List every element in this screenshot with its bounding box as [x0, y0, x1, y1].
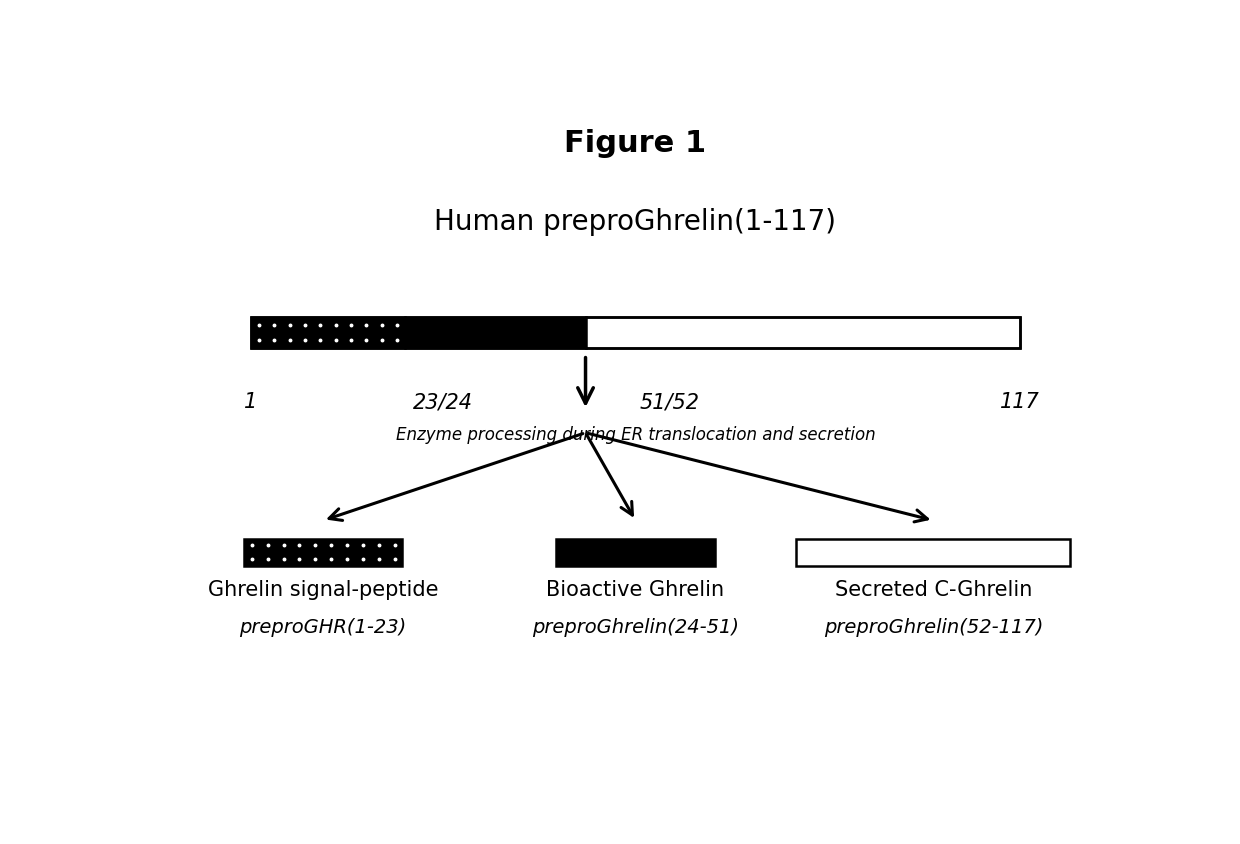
Bar	[244, 538, 403, 566]
Bar	[796, 538, 1070, 566]
Text: 1: 1	[244, 392, 258, 413]
Text: 117: 117	[999, 392, 1040, 413]
Bar	[250, 317, 1021, 349]
Text: Human preproGhrelin(1-117): Human preproGhrelin(1-117)	[434, 208, 837, 235]
Text: preproGhrelin(24-51): preproGhrelin(24-51)	[532, 618, 739, 637]
Text: Enzyme processing during ER translocation and secretion: Enzyme processing during ER translocatio…	[396, 426, 875, 444]
Text: Ghrelin signal-peptide: Ghrelin signal-peptide	[208, 580, 439, 600]
Bar	[250, 317, 1021, 349]
Text: Figure 1: Figure 1	[564, 129, 707, 158]
Bar	[557, 538, 714, 566]
Text: 51/52: 51/52	[639, 392, 699, 413]
Bar	[404, 317, 585, 349]
Text: Secreted C-Ghrelin: Secreted C-Ghrelin	[835, 580, 1032, 600]
Text: preproGhrelin(52-117): preproGhrelin(52-117)	[823, 618, 1043, 637]
Text: preproGHR(1-23): preproGHR(1-23)	[239, 618, 407, 637]
Bar	[250, 317, 404, 349]
Text: 23/24: 23/24	[413, 392, 474, 413]
Text: Bioactive Ghrelin: Bioactive Ghrelin	[547, 580, 724, 600]
